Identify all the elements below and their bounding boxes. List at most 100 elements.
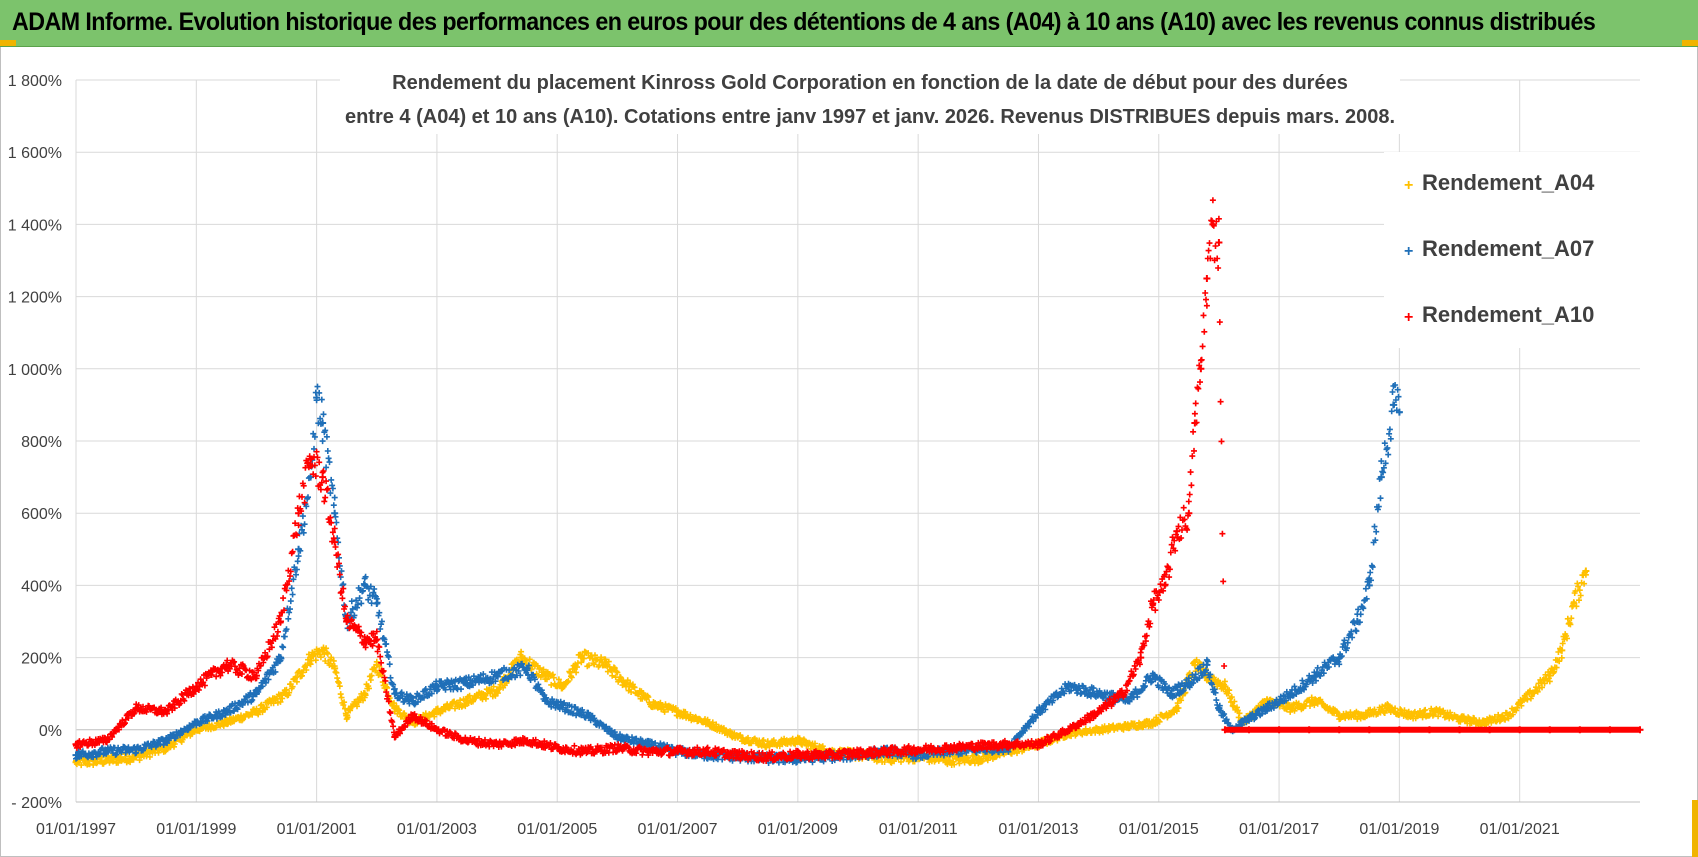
data-point: [331, 509, 339, 517]
y-tick-label: 200%: [21, 651, 62, 668]
data-point: [1245, 726, 1253, 734]
data-point: [1191, 419, 1199, 427]
data-point: [704, 747, 712, 755]
y-tick-label: 1 200%: [8, 290, 62, 307]
data-point: [523, 664, 531, 672]
data-point: [1606, 726, 1614, 734]
x-tick-label: 01/01/2001: [277, 821, 357, 838]
data-point: [1034, 740, 1042, 748]
report-title: ADAM Informe. Evolution historique des p…: [12, 8, 1596, 36]
data-point: [559, 682, 567, 690]
y-tick-label: 1 800%: [8, 73, 62, 90]
data-point: [1095, 708, 1103, 716]
data-point: [463, 697, 471, 705]
x-tick-label: 01/01/2007: [637, 821, 717, 838]
data-point: [1365, 581, 1373, 589]
y-tick-label: - 200%: [11, 795, 62, 812]
x-tick-label: 01/01/1999: [156, 821, 236, 838]
data-point: [361, 636, 369, 644]
data-point: [222, 708, 230, 716]
data-point: [824, 751, 832, 759]
data-point: [313, 394, 321, 402]
data-point: [391, 733, 399, 741]
data-point: [180, 733, 188, 741]
data-point: [331, 664, 339, 672]
data-point: [295, 545, 303, 553]
data-point: [1582, 567, 1590, 575]
x-tick-label: 01/01/2003: [397, 821, 477, 838]
corner-mark-bottom-right: [1692, 800, 1698, 857]
data-point: [1065, 726, 1073, 734]
data-point: [1389, 401, 1397, 409]
data-point: [764, 740, 772, 748]
data-point: [1167, 690, 1175, 698]
data-point: [649, 701, 657, 709]
data-point: [1221, 682, 1229, 690]
data-point: [1359, 711, 1367, 719]
data-point: [277, 654, 285, 662]
data-point: [1456, 726, 1464, 734]
data-point: [252, 708, 260, 716]
data-point: [1377, 473, 1385, 481]
data-point: [307, 455, 315, 463]
data-point: [1125, 697, 1133, 705]
data-point: [1221, 726, 1229, 734]
data-point: [1516, 726, 1524, 734]
data-point: [914, 746, 922, 754]
data-point: [373, 599, 381, 607]
data-point: [1311, 672, 1319, 680]
data-point: [192, 719, 200, 727]
corner-mark-top-left: [0, 40, 16, 46]
x-axis-ticks: 01/01/1997 01/01/1999 01/01/2001 01/01/2003…: [36, 821, 1560, 838]
data-point: [704, 719, 712, 727]
data-point: [1203, 661, 1211, 669]
data-point: [1407, 711, 1415, 719]
data-point: [463, 737, 471, 745]
data-point: [1149, 719, 1157, 727]
data-point: [1215, 238, 1223, 246]
legend-item-a07: + Rendement_A07: [1404, 236, 1594, 262]
data-point: [764, 753, 772, 761]
data-point: [222, 719, 230, 727]
chart-title-line-2: entre 4 (A04) et 10 ans (A10). Cotations…: [344, 106, 1396, 128]
data-point: [643, 740, 651, 748]
y-tick-label: 1 600%: [8, 145, 62, 162]
data-point: [944, 744, 952, 752]
y-tick-label: 400%: [21, 578, 62, 595]
data-point: [1263, 704, 1271, 712]
y-tick-label: 600%: [21, 506, 62, 523]
data-point: [102, 747, 110, 755]
data-point: [583, 747, 591, 755]
data-point: [583, 711, 591, 719]
data-point: [517, 654, 525, 662]
data-point: [295, 509, 303, 517]
data-point: [1125, 722, 1133, 730]
y-tick-label: 1 000%: [8, 362, 62, 379]
data-point: [1546, 726, 1554, 734]
data-point: [541, 672, 549, 680]
data-point: [162, 708, 170, 716]
data-point: [132, 746, 140, 754]
data-point: [674, 747, 682, 755]
data-point: [493, 672, 501, 680]
data-point: [1425, 726, 1433, 734]
x-tick-label: 01/01/2015: [1119, 821, 1199, 838]
data-point: [1335, 654, 1343, 662]
data-point: [1504, 711, 1512, 719]
y-tick-label: 1 400%: [8, 217, 62, 234]
data-point: [409, 697, 417, 705]
data-point: [373, 661, 381, 669]
data-point: [361, 581, 369, 589]
legend-marker-a07: +: [1404, 243, 1414, 260]
data-point: [974, 755, 982, 763]
data-point: [391, 704, 399, 712]
data-point: [307, 654, 315, 662]
data-point: [132, 704, 140, 712]
data-point: [1335, 711, 1343, 719]
data-point: [433, 708, 441, 716]
data-point: [613, 744, 621, 752]
data-point: [1034, 708, 1042, 716]
data-point: [222, 661, 230, 669]
data-point: [523, 737, 531, 745]
chart-title: Rendement du placement Kinross Gold Corp…: [340, 66, 1400, 134]
